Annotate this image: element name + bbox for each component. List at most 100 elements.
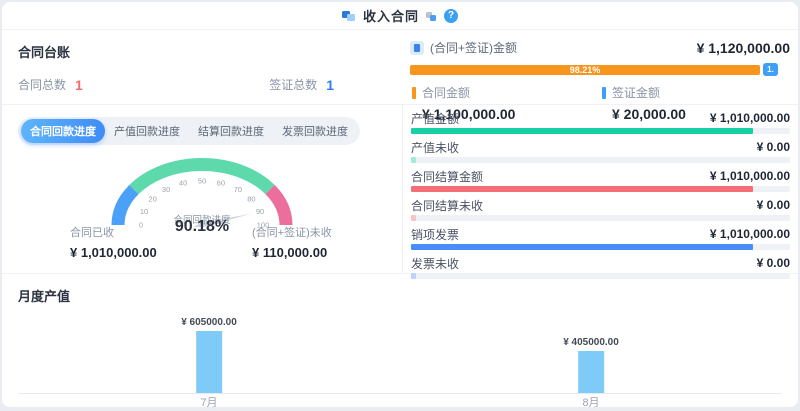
- metric-bar-track: [411, 244, 790, 250]
- top-band: 合同台账 合同总数 1 签证总数 1 (合同+签证)金额 ¥ 1,120,000…: [2, 30, 798, 122]
- contract-received-value: ¥ 1,010,000.00: [70, 245, 157, 260]
- metric-row-output-amount: 产值金额 ¥ 1,010,000.00: [411, 110, 790, 134]
- contract-amount-label: 合同金额: [422, 86, 471, 100]
- bar: [578, 351, 604, 393]
- amount-summary-label: (合同+签证)金额: [430, 41, 518, 55]
- metric-row-output-unreceived: 产值未收 ¥ 0.00: [411, 139, 790, 163]
- tab-invoice-recovery[interactable]: 发票回款进度: [282, 126, 348, 138]
- x-axis-category-label: 8月: [582, 397, 600, 407]
- x-axis-category-label: 7月: [200, 397, 218, 407]
- metric-bar-fill: [411, 186, 753, 192]
- svg-text:20: 20: [148, 195, 156, 204]
- monthly-output-chart: ¥ 605000.00 7月 ¥ 405000.00 8月: [18, 307, 782, 407]
- metric-value: ¥ 0.00: [756, 140, 790, 154]
- bar-value-label: ¥ 605000.00: [181, 317, 237, 328]
- svg-text:40: 40: [179, 179, 187, 188]
- amount-summary-panel: (合同+签证)金额 ¥ 1,120,000.00 98.21% 1. 合同金额 …: [402, 30, 798, 122]
- metric-label: 发票未收: [411, 256, 460, 271]
- metric-label: 销项发票: [411, 227, 460, 242]
- metric-label: 合同结算金额: [411, 169, 484, 184]
- metric-bar-track: [411, 273, 790, 279]
- svg-text:100: 100: [257, 221, 270, 230]
- svg-text:10: 10: [140, 207, 148, 216]
- metric-row-invoice-unreceived: 发票未收 ¥ 0.00: [411, 255, 790, 279]
- metric-row-output-invoice: 销项发票 ¥ 1,010,000.00: [411, 226, 790, 250]
- metric-label: 产值未收: [411, 140, 460, 155]
- amount-summary-header: (合同+签证)金额 ¥ 1,120,000.00: [410, 39, 790, 56]
- monthly-output-title: 月度产值: [18, 289, 71, 304]
- metric-bar-fill: [411, 128, 753, 134]
- visa-total-label: 签证总数: [269, 78, 318, 92]
- metric-value: ¥ 1,010,000.00: [709, 111, 790, 125]
- metric-bar-track: [411, 186, 790, 192]
- visa-amount-legend-item: 签证金额 ¥ 20,000.00: [600, 84, 790, 122]
- visa-amount-label: 签证金额: [612, 86, 661, 100]
- contract-total-label: 合同总数: [18, 78, 67, 92]
- metric-value: ¥ 1,010,000.00: [709, 169, 790, 183]
- metric-bar-fill: [411, 244, 753, 250]
- contract-amount-legend-item: 合同金额 ¥ 1,100,000.00: [410, 84, 600, 122]
- visa-amount-segment: 1.: [763, 63, 778, 76]
- metric-bar-track: [411, 215, 790, 221]
- metric-bar-fill: [411, 215, 416, 221]
- bar-value-label: ¥ 405000.00: [563, 337, 619, 348]
- metric-row-settlement-amount: 合同结算金额 ¥ 1,010,000.00: [411, 168, 790, 192]
- ledger-title: 合同台账: [18, 45, 71, 60]
- document-icon: [410, 40, 424, 55]
- page-header: 收入合同 ?: [2, 2, 798, 30]
- svg-text:合同回款进度: 合同回款进度: [173, 214, 231, 226]
- bar: [196, 331, 222, 393]
- contract-received-label: 合同已收: [70, 227, 114, 239]
- page-title: 收入合同: [362, 9, 419, 24]
- help-icon[interactable]: ?: [444, 8, 458, 23]
- amount-split-stacked-bar: 98.21% 1.: [410, 63, 790, 76]
- unreceived-label: (合同+签证)未收: [252, 227, 332, 239]
- contract-amount-segment: 98.21%: [410, 64, 760, 75]
- metric-bar-fill: [411, 273, 416, 279]
- amount-legend: 合同金额 ¥ 1,100,000.00 签证金额 ¥ 20,000.00: [410, 84, 790, 122]
- visa-amount-value: ¥ 20,000.00: [612, 106, 686, 122]
- svg-text:0: 0: [139, 221, 143, 230]
- tab-contract-recovery[interactable]: 合同回款进度: [21, 119, 105, 143]
- title-decor-icon-right: [426, 11, 437, 21]
- metric-bar-track: [411, 157, 790, 163]
- visa-total-value: 1: [326, 76, 334, 93]
- metric-label: 合同结算未收: [411, 198, 484, 213]
- ledger-counters: 合同总数 1 签证总数 1: [18, 76, 386, 93]
- visa-total-stat: 签证总数 1: [269, 76, 334, 93]
- svg-text:60: 60: [217, 179, 225, 188]
- x-axis-line: [18, 393, 782, 394]
- monthly-bar-group: ¥ 605000.00: [181, 317, 237, 393]
- visa-amount-marker: [602, 86, 606, 99]
- contract-amount-value: ¥ 1,100,000.00: [422, 106, 516, 122]
- unreceived-value: ¥ 110,000.00: [252, 245, 328, 260]
- contract-total-stat: 合同总数 1: [18, 76, 83, 93]
- middle-band: 合同回款进度 产值回款进度 结算回款进度 发票回款进度 0 10 20 30 40 50 6…: [2, 105, 798, 279]
- svg-text:30: 30: [162, 185, 170, 194]
- gauge-value: 90.18%: [174, 218, 230, 235]
- svg-text:50: 50: [198, 177, 206, 186]
- svg-text:80: 80: [247, 195, 255, 204]
- monthly-output-section: 月度产值 ¥ 605000.00 7月 ¥ 405000.00 8月: [2, 274, 798, 407]
- metric-value: ¥ 1,010,000.00: [709, 227, 790, 241]
- unreceived-stat: (合同+签证)未收 ¥ 110,000.00: [252, 224, 332, 260]
- metric-label: 产值金额: [411, 111, 460, 126]
- contract-ledger-panel: 合同台账 合同总数 1 签证总数 1: [2, 30, 402, 104]
- title-decor-icon-left: [341, 10, 356, 22]
- metric-bar-fill: [411, 157, 416, 163]
- svg-text:90: 90: [256, 207, 264, 216]
- metrics-panel: 产值金额 ¥ 1,010,000.00 产值未收 ¥ 0.00 合同结算金额 ¥ 1,…: [402, 105, 798, 279]
- contract-received-stat: 合同已收 ¥ 1,010,000.00: [70, 224, 157, 260]
- monthly-bar-group: ¥ 405000.00: [563, 337, 619, 393]
- metric-bar-track: [411, 128, 790, 134]
- tab-settlement-recovery[interactable]: 结算回款进度: [198, 126, 264, 138]
- tab-output-recovery[interactable]: 产值回款进度: [114, 126, 180, 138]
- metric-row-settlement-unreceived: 合同结算未收 ¥ 0.00: [411, 197, 790, 221]
- metric-value: ¥ 0.00: [756, 198, 790, 212]
- recovery-tabs: 合同回款进度 产值回款进度 结算回款进度 发票回款进度: [18, 117, 360, 145]
- contract-amount-marker: [412, 86, 416, 99]
- recovery-progress-panel: 合同回款进度 产值回款进度 结算回款进度 发票回款进度 0 10 20 30 40 50 6…: [2, 105, 402, 273]
- metric-value: ¥ 0.00: [756, 256, 790, 270]
